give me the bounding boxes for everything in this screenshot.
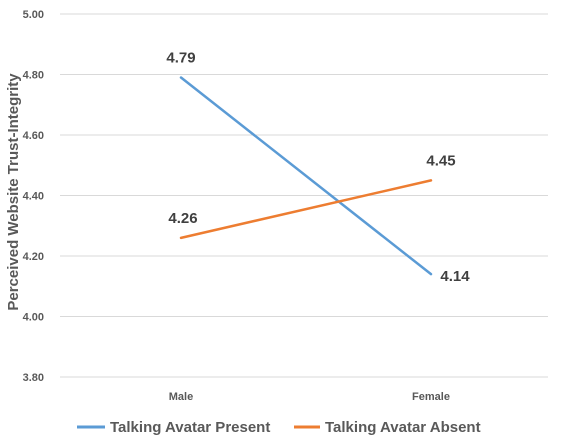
data-label: 4.26: [168, 210, 197, 227]
data-labels: 4.79 4.14 4.26 4.45: [166, 50, 470, 286]
series: [179, 76, 433, 276]
y-tick-label: 4.20: [23, 251, 44, 263]
x-tick-label: Female: [412, 391, 450, 403]
gridlines: [60, 13, 548, 378]
data-label: 4.45: [426, 152, 455, 169]
y-tick-label: 4.80: [23, 70, 44, 82]
legend-label: Talking Avatar Present: [110, 419, 270, 436]
data-label: 4.79: [166, 50, 195, 67]
y-tick-label: 4.00: [23, 312, 44, 324]
legend: Talking Avatar Present Talking Avatar Abs…: [77, 419, 481, 436]
legend-label: Talking Avatar Absent: [325, 419, 481, 436]
y-tick-label: 4.60: [23, 130, 44, 142]
legend-item: Talking Avatar Absent: [294, 419, 481, 436]
data-label: 4.14: [440, 268, 470, 285]
y-tick-label: 4.40: [23, 191, 44, 203]
series-line: [179, 76, 433, 276]
y-axis-title: Perceived Website Trust-Integrity: [5, 73, 22, 311]
x-axis-ticks: Male Female: [169, 391, 450, 403]
y-tick-label: 5.00: [23, 9, 44, 21]
legend-item: Talking Avatar Present: [77, 419, 270, 436]
x-tick-label: Male: [169, 391, 193, 403]
series-line: [179, 179, 433, 240]
y-tick-label: 3.80: [23, 372, 44, 384]
y-axis-ticks: 3.80 4.00 4.20 4.40 4.60 4.80 5.00: [23, 9, 44, 384]
